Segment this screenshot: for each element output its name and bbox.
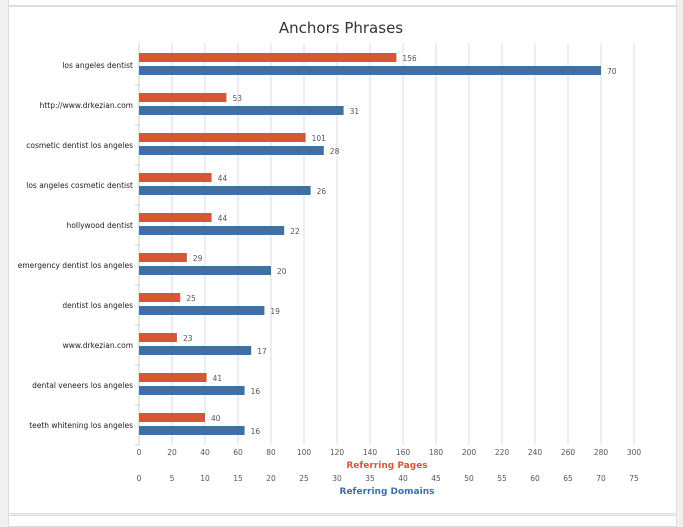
category-label: dentist los angeles	[62, 301, 133, 310]
x-tick-label-domains: 25	[299, 474, 309, 483]
x-tick-label-domains: 5	[170, 474, 175, 483]
bar-referring-pages	[139, 93, 227, 102]
bar-referring-pages	[139, 293, 181, 302]
data-label: 40	[211, 414, 221, 423]
x-tick-label-pages: 200	[462, 448, 477, 457]
bar-referring-pages	[139, 253, 187, 262]
category-label: los angeles dentist	[62, 61, 133, 70]
bar-referring-domains	[139, 226, 285, 235]
x-tick-label-pages: 240	[528, 448, 543, 457]
bar-referring-pages	[139, 133, 306, 142]
data-label: 53	[232, 94, 242, 103]
x-tick-label-pages: 60	[233, 448, 243, 457]
x-tick-label-domains: 55	[497, 474, 507, 483]
x-tick-label-domains: 10	[200, 474, 210, 483]
data-label: 29	[193, 254, 203, 263]
data-label: 26	[317, 187, 327, 196]
bar-referring-domains	[139, 386, 245, 395]
x-tick-label-domains: 70	[596, 474, 606, 483]
bar-referring-pages	[139, 333, 177, 342]
x-tick-label-domains: 50	[464, 474, 474, 483]
bar-referring-pages	[139, 213, 212, 222]
x-tick-label-pages: 220	[495, 448, 510, 457]
data-label: 28	[330, 147, 340, 156]
bar-referring-domains	[139, 146, 324, 155]
chart-title: Anchors Phrases	[279, 19, 403, 37]
bar-referring-pages	[139, 413, 205, 422]
bar-referring-domains	[139, 66, 601, 75]
top-panel-edge	[8, 0, 677, 6]
bar-referring-domains	[139, 186, 311, 195]
x-tick-label-pages: 300	[627, 448, 642, 457]
bar-referring-pages	[139, 173, 212, 182]
x-tick-label-domains: 35	[365, 474, 375, 483]
data-label: 70	[607, 67, 617, 76]
data-label: 25	[186, 294, 196, 303]
x-tick-label-domains: 0	[137, 474, 142, 483]
bar-referring-domains	[139, 426, 245, 435]
x-tick-label-pages: 120	[330, 448, 345, 457]
x-tick-label-pages: 180	[429, 448, 444, 457]
category-label: cosmetic dentist los angeles	[26, 141, 133, 150]
x-tick-label-pages: 0	[137, 448, 142, 457]
x-tick-label-domains: 65	[563, 474, 573, 483]
category-label: hollywood dentist	[67, 221, 133, 230]
x-tick-label-domains: 45	[431, 474, 441, 483]
x-tick-label-pages: 80	[266, 448, 276, 457]
bar-referring-domains	[139, 266, 271, 275]
category-label: www.drkezian.com	[63, 341, 133, 350]
bar-referring-domains	[139, 306, 265, 315]
category-label: teeth whitening los angeles	[29, 421, 133, 430]
x-tick-label-pages: 140	[363, 448, 378, 457]
x-tick-label-pages: 260	[561, 448, 576, 457]
data-label: 23	[183, 334, 193, 343]
data-label: 101	[312, 134, 327, 143]
x-tick-label-domains: 15	[233, 474, 243, 483]
category-label: los angeles cosmetic dentist	[26, 181, 133, 190]
bar-referring-domains	[139, 346, 252, 355]
x-axis-label-domains: Referring Domains	[340, 487, 435, 497]
chart-panel	[8, 6, 677, 514]
data-label: 20	[277, 267, 287, 276]
category-label: dental veneers los angeles	[32, 381, 133, 390]
data-label: 44	[218, 174, 228, 183]
x-tick-label-domains: 30	[332, 474, 342, 483]
data-label: 31	[350, 107, 360, 116]
data-label: 22	[290, 227, 300, 236]
bar-referring-pages	[139, 373, 207, 382]
data-label: 16	[251, 427, 261, 436]
data-label: 19	[270, 307, 280, 316]
data-label: 44	[218, 214, 228, 223]
x-tick-label-domains: 60	[530, 474, 540, 483]
x-tick-label-domains: 20	[266, 474, 276, 483]
x-tick-label-domains: 75	[629, 474, 639, 483]
x-tick-label-pages: 20	[167, 448, 177, 457]
data-label: 17	[257, 347, 267, 356]
bar-referring-pages	[139, 53, 397, 62]
category-label: http://www.drkezian.com	[40, 101, 133, 110]
data-label: 16	[251, 387, 261, 396]
x-tick-label-pages: 40	[200, 448, 210, 457]
x-tick-label-domains: 40	[398, 474, 408, 483]
x-tick-label-pages: 100	[297, 448, 312, 457]
data-label: 41	[213, 374, 223, 383]
bar-referring-domains	[139, 106, 344, 115]
x-tick-label-pages: 280	[594, 448, 609, 457]
x-axis-label-pages: Referring Pages	[346, 461, 427, 471]
category-label: emergency dentist los angeles	[18, 261, 133, 270]
data-label: 156	[402, 54, 417, 63]
x-tick-label-pages: 160	[396, 448, 411, 457]
